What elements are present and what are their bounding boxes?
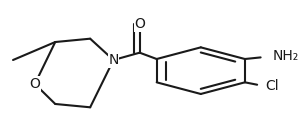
Text: N: N (108, 53, 119, 67)
Text: O: O (29, 77, 40, 91)
Text: NH₂: NH₂ (273, 49, 299, 63)
Text: Cl: Cl (265, 79, 279, 93)
Text: O: O (134, 17, 145, 31)
